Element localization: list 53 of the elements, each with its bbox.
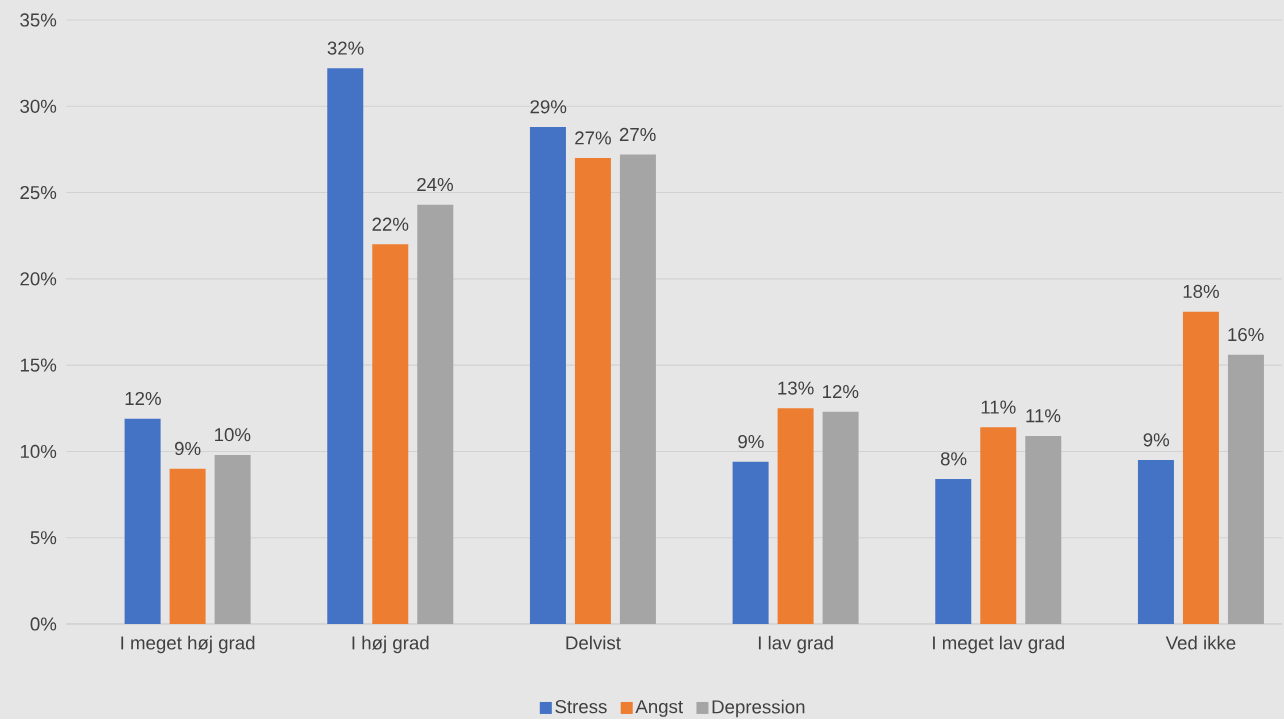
bar xyxy=(327,68,364,624)
bar xyxy=(935,478,972,624)
y-tick-label: 15% xyxy=(20,358,57,372)
data-label: 11% xyxy=(981,400,1016,414)
data-label: 9% xyxy=(174,441,201,455)
data-label: 13% xyxy=(778,381,814,395)
data-label: 27% xyxy=(575,131,611,145)
data-label: 18% xyxy=(1183,284,1219,298)
x-tick-label: Ved ikke xyxy=(1165,635,1236,650)
bar xyxy=(619,154,656,624)
data-label: 11% xyxy=(1026,409,1061,423)
x-tick-label: Delvist xyxy=(566,635,621,650)
y-tick-label: 10% xyxy=(20,444,57,458)
y-tick-label: 0% xyxy=(30,617,57,631)
data-label: 9% xyxy=(738,434,764,448)
x-tick-label: I meget høj grad xyxy=(121,635,255,653)
bar xyxy=(1227,354,1264,624)
bar xyxy=(980,427,1017,624)
legend-label: Angst xyxy=(635,699,683,717)
bar xyxy=(529,126,566,624)
data-label: 29% xyxy=(530,99,567,114)
data-label: 8% xyxy=(940,451,967,466)
y-tick-label: 25% xyxy=(20,185,57,199)
y-tick-label: 20% xyxy=(20,272,57,286)
legend-label: Stress xyxy=(555,699,607,714)
bar xyxy=(1137,459,1174,624)
bar xyxy=(1182,311,1219,624)
y-tick-label: 30% xyxy=(20,99,57,113)
bar xyxy=(124,418,161,624)
bar xyxy=(169,468,206,624)
data-label: 32% xyxy=(327,41,364,55)
x-tick-label: I lav grad xyxy=(758,635,833,653)
x-tick-label: I høj grad xyxy=(352,635,429,653)
y-tick-label: 35% xyxy=(20,13,57,27)
data-label: 9% xyxy=(1143,433,1170,447)
y-tick-label: 5% xyxy=(30,530,57,545)
data-label: 27% xyxy=(619,127,656,141)
bar xyxy=(732,461,769,624)
bar xyxy=(777,408,814,624)
data-label: 16% xyxy=(1228,327,1264,341)
legend-label: Depression xyxy=(712,699,805,717)
bar xyxy=(822,411,859,624)
bar xyxy=(214,454,251,624)
data-label: 10% xyxy=(215,427,251,442)
bar xyxy=(1025,435,1062,624)
data-label: 12% xyxy=(823,384,859,398)
data-label: 12% xyxy=(125,391,161,405)
bar xyxy=(574,157,611,624)
data-label: 24% xyxy=(417,177,453,191)
bar xyxy=(372,244,409,624)
x-tick-label: I meget lav grad xyxy=(933,635,1064,653)
bar xyxy=(417,204,454,624)
data-label: 22% xyxy=(372,217,409,231)
